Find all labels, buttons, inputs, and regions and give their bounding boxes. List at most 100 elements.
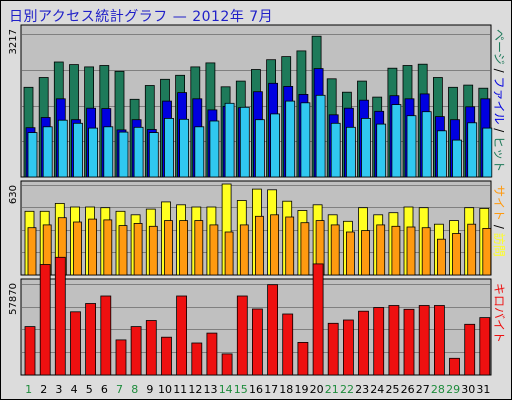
legend-entry: ページ bbox=[492, 29, 506, 65]
legend-entry: サイト bbox=[492, 185, 506, 221]
bar-host bbox=[421, 227, 431, 276]
legend-entry: / bbox=[492, 65, 506, 77]
bar-kb bbox=[327, 322, 339, 376]
x-tick-label: 13 bbox=[204, 383, 218, 396]
x-tick-label: 7 bbox=[116, 383, 123, 396]
x-tick-label: 28 bbox=[431, 383, 445, 396]
bar-hit bbox=[239, 106, 250, 178]
bar-hit bbox=[345, 126, 356, 178]
bar-hit bbox=[103, 126, 114, 178]
legend-entry: キロバイト bbox=[492, 283, 506, 343]
bar-hit bbox=[133, 126, 144, 178]
bar-host bbox=[179, 220, 189, 276]
bar-hit bbox=[300, 102, 311, 178]
bar-hit bbox=[391, 104, 402, 178]
legend-hits: ページ / ファイル / ヒット bbox=[492, 29, 506, 172]
bar-hit bbox=[361, 118, 371, 178]
bar-host bbox=[452, 233, 461, 276]
x-tick-label: 2 bbox=[40, 383, 47, 396]
bar-kb bbox=[100, 295, 112, 376]
bar-kb bbox=[388, 305, 400, 376]
bar-kb bbox=[70, 311, 81, 376]
x-tick-label: 14 bbox=[219, 383, 233, 396]
bar-host bbox=[194, 220, 204, 276]
bar-kb bbox=[161, 336, 172, 376]
x-tick-label: 4 bbox=[71, 383, 78, 396]
bar-host bbox=[88, 218, 97, 276]
legend-visits: サイト / 訪問 bbox=[492, 185, 507, 257]
x-tick-label: 26 bbox=[401, 383, 415, 396]
bar-hit bbox=[164, 118, 174, 178]
bar-kb bbox=[54, 256, 66, 376]
bar-host bbox=[209, 224, 219, 276]
x-tick-label: 17 bbox=[264, 383, 278, 396]
bar-kb bbox=[403, 308, 415, 376]
bar-kb bbox=[145, 320, 157, 376]
bar-kb bbox=[115, 339, 127, 376]
x-tick-label: 12 bbox=[188, 383, 202, 396]
bar-host bbox=[467, 223, 477, 276]
bar-host bbox=[148, 225, 158, 276]
bar-kb bbox=[433, 305, 445, 376]
bar-kb bbox=[251, 308, 263, 376]
bar-host bbox=[239, 224, 249, 276]
bar-hit bbox=[254, 119, 265, 178]
x-tick-label: 29 bbox=[446, 383, 460, 396]
bar-host bbox=[436, 238, 446, 276]
bar-hit bbox=[73, 122, 83, 178]
x-tick-label: 11 bbox=[173, 383, 187, 396]
x-tick-label: 23 bbox=[355, 383, 369, 396]
bar-hit bbox=[270, 113, 281, 178]
bar-hit bbox=[88, 127, 98, 178]
bar-host bbox=[330, 224, 340, 276]
x-tick-label: 19 bbox=[295, 383, 309, 396]
x-tick-label: 22 bbox=[340, 383, 354, 396]
legend-entry: ヒット bbox=[492, 136, 506, 172]
bar-hit bbox=[330, 122, 341, 178]
bar-host bbox=[345, 231, 355, 276]
x-tick-label: 20 bbox=[310, 383, 324, 396]
bar-kb bbox=[373, 307, 385, 376]
bar-hit bbox=[224, 102, 235, 178]
x-tick-label: 15 bbox=[234, 383, 248, 396]
bar-kb bbox=[449, 357, 460, 376]
x-tick-label: 16 bbox=[249, 383, 263, 396]
x-tick-label: 6 bbox=[101, 383, 108, 396]
bar-hit bbox=[482, 127, 493, 178]
bar-kb bbox=[267, 284, 279, 376]
bar-kb bbox=[221, 353, 233, 376]
bar-host bbox=[103, 219, 113, 276]
bar-kb bbox=[297, 341, 309, 376]
bar-host bbox=[376, 224, 386, 276]
bar-host bbox=[73, 221, 82, 276]
bar-host bbox=[391, 225, 401, 276]
bar-kb bbox=[176, 295, 188, 376]
x-tick-label: 27 bbox=[416, 383, 430, 396]
x-tick-label: 9 bbox=[146, 383, 153, 396]
bar-host bbox=[482, 227, 492, 276]
bar-hit bbox=[209, 120, 220, 178]
bar-hit bbox=[42, 126, 53, 178]
legend-kb: キロバイト bbox=[492, 283, 506, 343]
bar-kb bbox=[282, 313, 294, 376]
bar-kb bbox=[479, 317, 491, 376]
bar-host bbox=[224, 231, 234, 276]
bar-kb bbox=[236, 295, 248, 376]
bar-host bbox=[406, 226, 416, 276]
bar-hit bbox=[27, 132, 38, 178]
legend-entry: 訪問 bbox=[492, 233, 507, 257]
bar-hit bbox=[376, 123, 387, 178]
bar-kb bbox=[24, 326, 36, 376]
bar-kb bbox=[312, 263, 324, 376]
bar-host bbox=[133, 222, 143, 276]
bar-hit bbox=[179, 118, 190, 178]
x-tick-label: 5 bbox=[86, 383, 93, 396]
bar-hit bbox=[194, 126, 205, 178]
x-tick-label: 31 bbox=[476, 383, 490, 396]
bar-host bbox=[164, 220, 173, 276]
bar-host bbox=[285, 216, 295, 276]
bar-host bbox=[361, 230, 370, 276]
x-tick-label: 10 bbox=[158, 383, 172, 396]
bar-kb bbox=[418, 305, 430, 376]
